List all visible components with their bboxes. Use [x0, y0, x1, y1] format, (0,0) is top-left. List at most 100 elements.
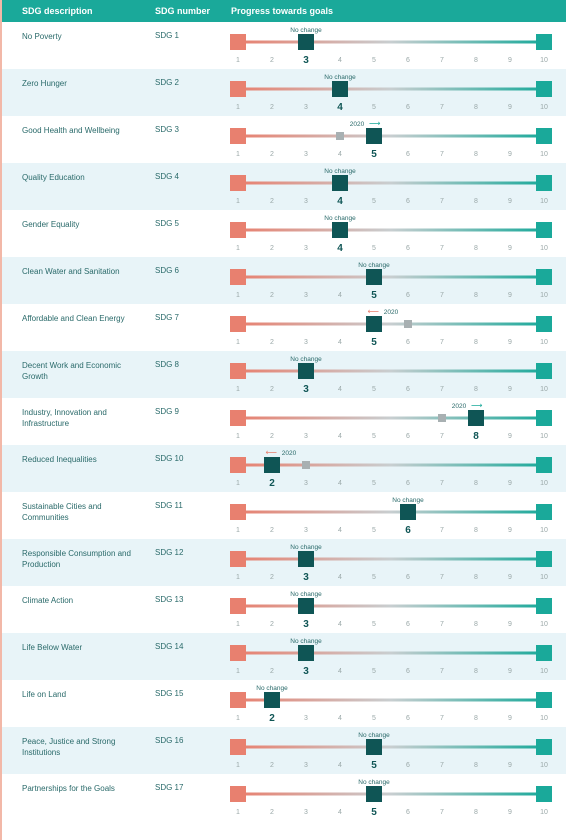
- sdg-description: Decent Work and Economic Growth: [22, 361, 122, 381]
- tick-label: 1: [236, 574, 240, 581]
- tick-label: 9: [508, 245, 512, 252]
- tick-label: 1: [236, 527, 240, 534]
- tick-label: 7: [440, 715, 444, 722]
- scale-bar: [238, 792, 544, 796]
- progress-scale: 1 2 3 4 5 7 8 9 10 6 No change: [230, 497, 552, 536]
- change-note: No change: [290, 356, 322, 363]
- tick-label: 6: [406, 57, 410, 64]
- scale-bar: [238, 557, 544, 561]
- progress-scale: 1 2 4 5 6 7 8 9 10 3 No change: [230, 544, 552, 583]
- tick-label: 4: [338, 57, 342, 64]
- progress-scale: 1 2 4 5 6 7 8 9 10 3 No change: [230, 356, 552, 395]
- tick-label: 5: [372, 480, 376, 487]
- tick-label: 2: [270, 809, 274, 816]
- tick-label: 4: [338, 433, 342, 440]
- table-row: Decent Work and Economic Growth SDG 8 1 2 4 5…: [2, 351, 566, 398]
- value-label: 5: [371, 760, 377, 771]
- scale-bar: [238, 416, 544, 420]
- tick-label: 1: [236, 715, 240, 722]
- scale-start-cap: [230, 457, 246, 473]
- tick-label: 6: [406, 245, 410, 252]
- value-label: 5: [371, 149, 377, 160]
- change-note: No change: [290, 544, 322, 551]
- progress-scale: 1 2 3 5 6 7 8 9 10 4 No change: [230, 215, 552, 254]
- tick-label: 1: [236, 433, 240, 440]
- sdg-number: SDG 3: [155, 125, 180, 134]
- current-value-marker: [264, 692, 280, 708]
- tick-label: 7: [440, 480, 444, 487]
- tick-label: 4: [338, 762, 342, 769]
- sdg-description: Affordable and Clean Energy: [22, 314, 125, 323]
- tick-label: 4: [338, 574, 342, 581]
- value-label: 5: [371, 337, 377, 348]
- tick-label: 7: [440, 245, 444, 252]
- sdg-description: Life Below Water: [22, 643, 83, 652]
- current-value-marker: [298, 34, 314, 50]
- scale-end-cap: [536, 786, 552, 802]
- tick-label: 9: [508, 762, 512, 769]
- tick-label: 2: [270, 292, 274, 299]
- tick-label: 4: [338, 386, 342, 393]
- tick-label: 5: [372, 245, 376, 252]
- tick-label: 9: [508, 151, 512, 158]
- sdg-number: SDG 1: [155, 31, 180, 40]
- table-row: Affordable and Clean Energy SDG 7 1 2 3 4 6 7 8 9…: [2, 304, 566, 351]
- change-note: No change: [324, 215, 356, 222]
- current-value-marker: [298, 363, 314, 379]
- scale-end-cap: [536, 645, 552, 661]
- scale-end-cap: [536, 81, 552, 97]
- tick-label: 10: [540, 433, 548, 440]
- sdg-description: Responsible Consumption and Production: [22, 549, 131, 569]
- value-label: 3: [303, 619, 309, 630]
- table-row: Life Below Water SDG 14 1 2 4 5 6 7 8 9 10 3 No chan…: [2, 633, 566, 680]
- sdg-description: Peace, Justice and Strong Institutions: [22, 737, 116, 757]
- tick-label: 8: [474, 339, 478, 346]
- current-value-marker: [468, 410, 484, 426]
- tick-label: 8: [474, 762, 478, 769]
- tick-label: 3: [304, 245, 308, 252]
- tick-label: 7: [440, 292, 444, 299]
- change-note: No change: [256, 685, 288, 692]
- tick-label: 7: [440, 339, 444, 346]
- tick-label: 6: [406, 386, 410, 393]
- progress-scale: 1 2 3 5 6 7 8 9 10 4 No change: [230, 168, 552, 207]
- tick-label: 1: [236, 198, 240, 205]
- tick-label: 2: [270, 621, 274, 628]
- tick-label: 2: [270, 433, 274, 440]
- tick-label: 10: [540, 621, 548, 628]
- tick-label: 7: [440, 198, 444, 205]
- tick-label: 9: [508, 386, 512, 393]
- tick-label: 8: [474, 151, 478, 158]
- arrow-right-icon: ⟶: [369, 119, 381, 128]
- tick-label: 5: [372, 104, 376, 111]
- change-note: No change: [290, 638, 322, 645]
- scale-end-cap: [536, 457, 552, 473]
- tick-label: 10: [540, 104, 548, 111]
- sdg-description: Reduced Inequalities: [22, 455, 97, 464]
- tick-label: 5: [372, 433, 376, 440]
- tick-label: 5: [372, 715, 376, 722]
- value-label: 2: [269, 713, 275, 724]
- sdg-number: SDG 14: [155, 642, 184, 651]
- tick-label: 5: [372, 57, 376, 64]
- sdg-number: SDG 7: [155, 313, 180, 322]
- current-value-marker: [366, 786, 382, 802]
- tick-label: 3: [304, 292, 308, 299]
- scale-end-cap: [536, 269, 552, 285]
- tick-label: 3: [304, 151, 308, 158]
- tick-label: 1: [236, 668, 240, 675]
- tick-label: 4: [338, 668, 342, 675]
- tick-label: 1: [236, 339, 240, 346]
- tick-label: 8: [474, 386, 478, 393]
- tick-label: 5: [372, 668, 376, 675]
- scale-start-cap: [230, 598, 246, 614]
- tick-label: 8: [474, 809, 478, 816]
- progress-scale: 1 2 3 5 6 7 8 9 10 4 No change: [230, 74, 552, 113]
- tick-label: 1: [236, 151, 240, 158]
- tick-label: 9: [508, 621, 512, 628]
- tick-label: 6: [406, 339, 410, 346]
- tick-label: 3: [304, 715, 308, 722]
- change-note: 2020: [282, 450, 297, 457]
- scale-start-cap: [230, 692, 246, 708]
- scale-end-cap: [536, 363, 552, 379]
